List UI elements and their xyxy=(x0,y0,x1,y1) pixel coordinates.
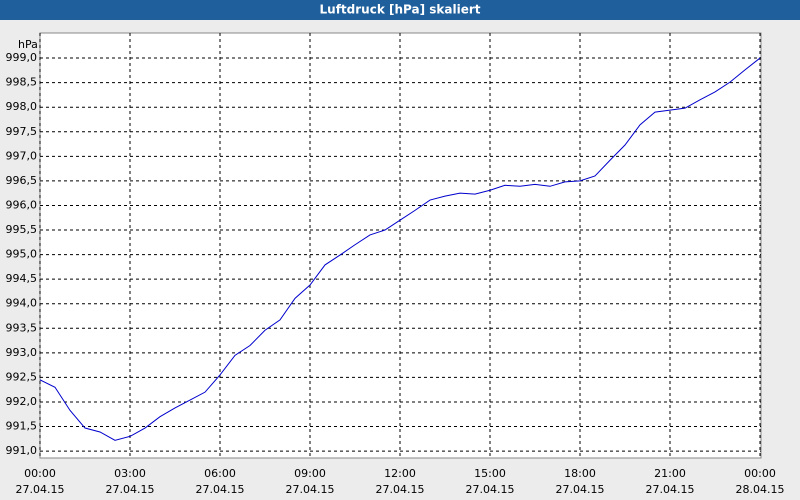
x-tick-label: 00:00 xyxy=(24,467,56,480)
x-tick-date: 27.04.15 xyxy=(106,483,155,496)
y-tick-label: 999,0 xyxy=(6,51,38,64)
x-tick-date: 27.04.15 xyxy=(286,483,335,496)
y-tick-label: 995,5 xyxy=(6,223,38,236)
x-tick-label: 12:00 xyxy=(384,467,416,480)
x-tick-date: 27.04.15 xyxy=(646,483,695,496)
x-tick-date: 27.04.15 xyxy=(16,483,65,496)
y-tick-label: 998,5 xyxy=(6,76,38,89)
title-bar xyxy=(0,0,800,20)
y-tick-label: 992,0 xyxy=(6,395,38,408)
y-tick-label: 991,5 xyxy=(6,420,38,433)
y-tick-label: 993,0 xyxy=(6,346,38,359)
x-tick-label: 00:00 xyxy=(744,467,776,480)
x-tick-date: 27.04.15 xyxy=(556,483,605,496)
data-line xyxy=(39,57,761,441)
y-tick-label: 997,5 xyxy=(6,125,38,138)
x-tick-date: 27.04.15 xyxy=(466,483,515,496)
y-tick-label: 998,0 xyxy=(6,100,38,113)
x-tick-date: 27.04.15 xyxy=(196,483,245,496)
y-unit: hPa xyxy=(18,38,38,51)
x-tick-label: 06:00 xyxy=(204,467,236,480)
x-tick-label: 18:00 xyxy=(564,467,596,480)
y-tick-label: 995,0 xyxy=(6,248,38,261)
x-tick-date: 27.04.15 xyxy=(376,483,425,496)
x-tick-label: 09:00 xyxy=(294,467,326,480)
x-tick-date: 28.04.15 xyxy=(736,483,785,496)
y-tick-label: 994,0 xyxy=(6,297,38,310)
y-tick-label: 991,0 xyxy=(6,444,38,457)
y-tick-label: 993,5 xyxy=(6,321,38,334)
x-tick-label: 15:00 xyxy=(474,467,506,480)
y-tick-label: 997,0 xyxy=(6,149,38,162)
y-tick-label: 996,0 xyxy=(6,198,38,211)
x-tick-label: 21:00 xyxy=(654,467,686,480)
y-tick-label: 996,5 xyxy=(6,174,38,187)
y-tick-label: 994,5 xyxy=(6,272,38,285)
x-tick-label: 03:00 xyxy=(114,467,146,480)
y-tick-label: 992,5 xyxy=(6,370,38,383)
chart-title: Luftdruck [hPa] skaliert xyxy=(320,3,481,17)
